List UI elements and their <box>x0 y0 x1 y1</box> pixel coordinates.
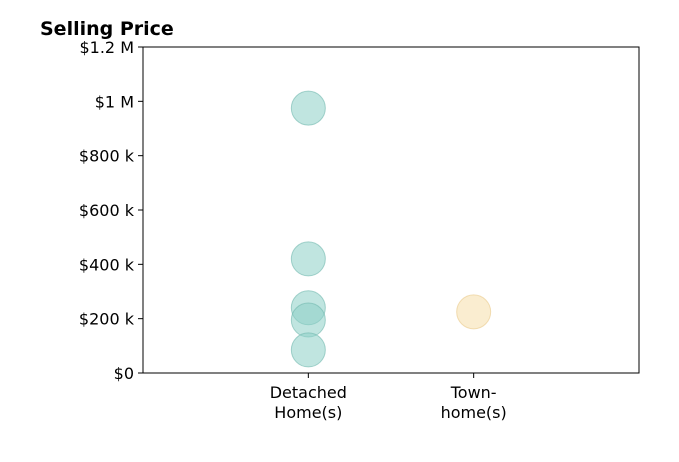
data-point-0-0 <box>290 90 326 126</box>
chart-title: Selling Price <box>40 18 174 40</box>
data-point-0-3 <box>290 302 326 338</box>
data-point-0-4 <box>290 332 326 368</box>
data-point-0-1 <box>290 241 326 277</box>
x-tick-label-0-0: Detached <box>270 383 347 402</box>
y-tick-label-4: $800 k <box>79 147 135 166</box>
points-layer <box>290 90 492 368</box>
data-point-1-0 <box>456 294 492 330</box>
plot-frame <box>142 46 640 374</box>
y-tick-label-3: $600 k <box>79 201 135 220</box>
x-tick-label-0-1: Home(s) <box>274 403 342 422</box>
y-tick-label-2: $400 k <box>79 255 135 274</box>
x-tick-label-1-0: Town- <box>450 383 497 402</box>
axes-layer: $0 $200 k $400 k $600 k $800 k $1 M $1.2 M Deta… <box>79 38 640 422</box>
y-tick-label-5: $1 M <box>95 92 134 111</box>
y-tick-label-6: $1.2 M <box>79 38 134 57</box>
x-tick-label-1-1: home(s) <box>441 403 507 422</box>
y-tick-label-0: $0 <box>114 364 134 383</box>
y-tick-label-1: $200 k <box>79 310 135 329</box>
